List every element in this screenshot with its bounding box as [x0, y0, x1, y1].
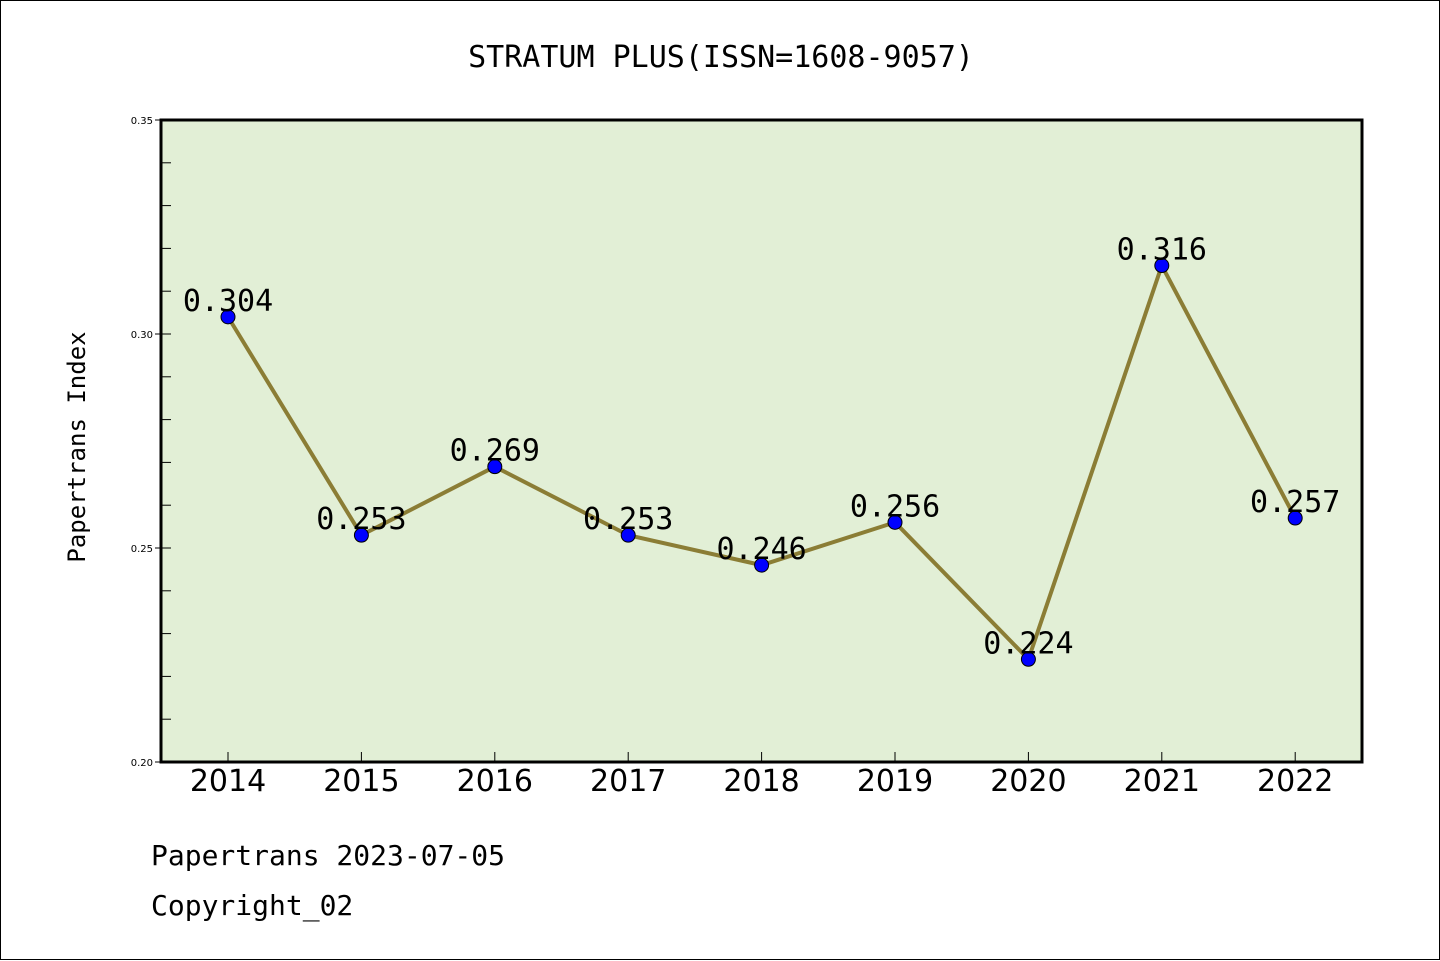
data-point [1154, 258, 1170, 274]
footer-date: Papertrans 2023-07-05 [151, 839, 505, 872]
data-label: 0.256 [850, 489, 940, 524]
y-tick-label: 0.35 [131, 116, 153, 127]
data-label: 0.224 [983, 626, 1073, 661]
data-point [620, 527, 636, 543]
x-tick-label: 2022 [1257, 764, 1333, 799]
y-tick-label: 0.20 [131, 758, 153, 769]
data-point [353, 527, 369, 543]
data-point [754, 557, 770, 573]
data-label: 0.304 [183, 284, 273, 319]
x-tick-label: 2019 [857, 764, 933, 799]
data-points [220, 258, 1303, 667]
x-tick-label: 2017 [590, 764, 666, 799]
data-label: 0.269 [450, 434, 540, 469]
data-labels: 0.304 0.253 0.269 0.253 0.246 0.256 0.224 0.316… [183, 233, 1341, 662]
data-label: 0.246 [716, 532, 806, 567]
data-point [487, 459, 503, 475]
x-axis: 2014 2015 2016 2017 2018 2019 2020 2021 2022 [190, 752, 1333, 799]
data-point [1287, 510, 1303, 526]
y-axis-label: Papertrans Index [63, 331, 91, 562]
data-label: 0.253 [316, 502, 406, 537]
y-tick-label: 0.25 [131, 544, 153, 555]
data-label: 0.257 [1250, 485, 1340, 520]
x-tick-label: 2015 [323, 764, 399, 799]
footer-copyright: Copyright_02 [151, 889, 353, 923]
x-tick-label: 2021 [1124, 764, 1200, 799]
data-point [1020, 651, 1036, 667]
x-tick-label: 2016 [457, 764, 533, 799]
x-tick-label: 2014 [190, 764, 266, 799]
data-point [887, 514, 903, 530]
x-tick-label: 2020 [990, 764, 1066, 799]
chart-title: STRATUM PLUS(ISSN=1608-9057) [468, 40, 974, 75]
data-label: 0.316 [1117, 233, 1207, 268]
data-point [220, 309, 236, 325]
plot-area [159, 118, 1364, 764]
y-tick-label: 0.30 [131, 330, 153, 341]
y-axis: 0.20 0.25 0.30 0.35 [131, 116, 171, 769]
x-tick-label: 2018 [723, 764, 799, 799]
data-label: 0.253 [583, 502, 673, 537]
